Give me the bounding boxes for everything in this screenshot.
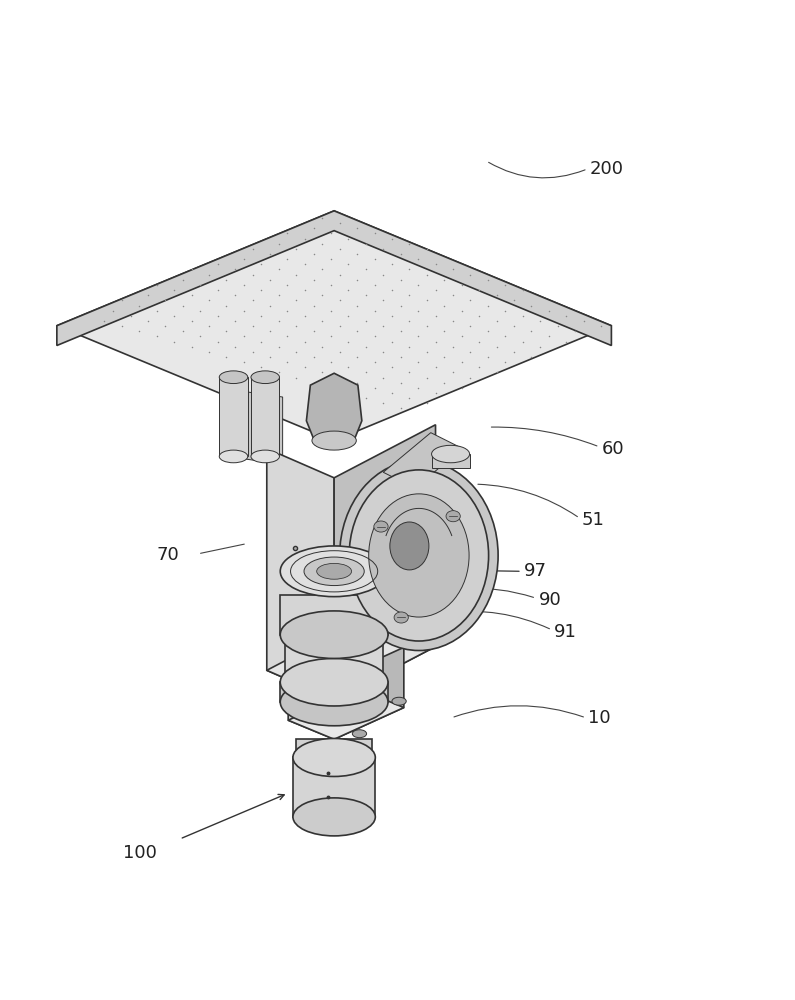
Ellipse shape [251,450,280,463]
Text: 10: 10 [588,709,611,727]
Text: 70: 70 [157,546,179,564]
Text: 200: 200 [589,160,623,178]
Ellipse shape [339,460,498,651]
Text: 91: 91 [554,623,577,641]
Polygon shape [267,617,436,700]
Ellipse shape [293,712,308,719]
Polygon shape [219,377,248,456]
Ellipse shape [219,371,248,384]
Ellipse shape [349,470,489,641]
Text: 95: 95 [460,516,483,534]
Polygon shape [251,377,280,456]
Ellipse shape [304,557,364,586]
Polygon shape [334,647,404,739]
Ellipse shape [369,494,469,617]
Ellipse shape [341,681,355,689]
Polygon shape [293,757,375,817]
Ellipse shape [316,563,351,579]
Polygon shape [57,211,611,441]
Polygon shape [267,449,334,700]
Ellipse shape [293,798,375,836]
Polygon shape [288,660,334,739]
Ellipse shape [392,697,406,705]
Ellipse shape [281,611,388,658]
Ellipse shape [296,740,372,775]
Text: 97: 97 [524,562,547,580]
Ellipse shape [251,371,280,384]
Text: 60: 60 [602,440,625,458]
Ellipse shape [394,612,409,623]
Polygon shape [432,454,470,468]
Polygon shape [383,433,463,488]
Text: 90: 90 [538,591,561,609]
Polygon shape [285,635,383,682]
Ellipse shape [281,658,388,706]
Ellipse shape [390,522,429,570]
Polygon shape [334,425,436,700]
Ellipse shape [281,678,388,726]
Ellipse shape [432,445,470,463]
Ellipse shape [352,730,366,738]
Polygon shape [57,211,611,346]
Ellipse shape [285,612,383,657]
Ellipse shape [219,450,248,463]
Ellipse shape [312,431,356,450]
Text: 100: 100 [123,844,157,862]
Polygon shape [281,682,388,702]
Ellipse shape [293,738,375,776]
Ellipse shape [446,511,460,522]
Text: 51: 51 [581,511,604,529]
Polygon shape [227,389,283,464]
Polygon shape [288,689,404,739]
Polygon shape [281,595,388,635]
Polygon shape [296,739,372,757]
Polygon shape [306,373,362,441]
Ellipse shape [374,521,388,532]
Ellipse shape [281,546,388,597]
